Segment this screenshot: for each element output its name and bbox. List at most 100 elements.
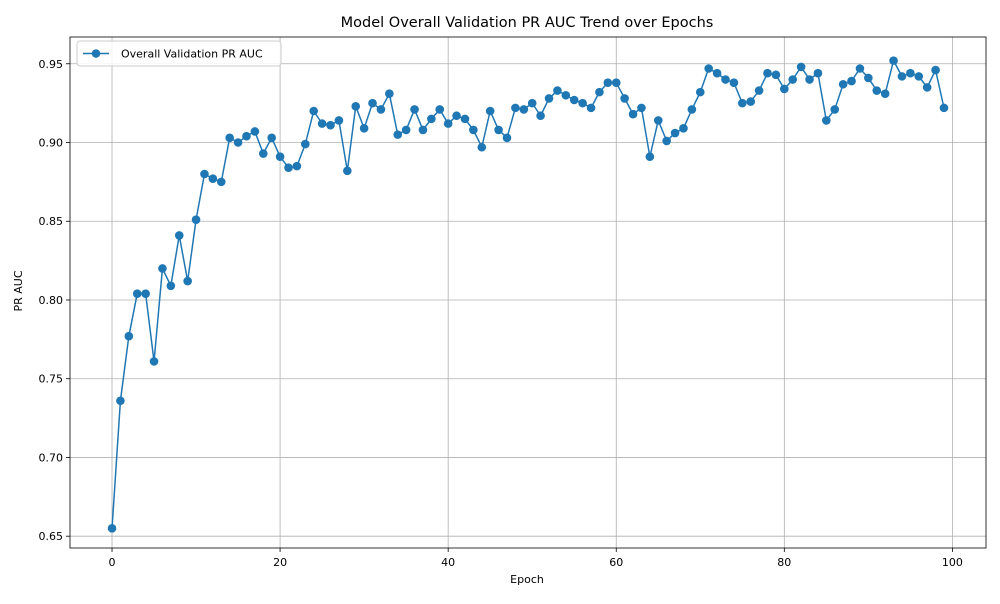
data-point [267, 133, 276, 143]
data-point [208, 174, 218, 184]
data-point [780, 84, 789, 94]
data-point [452, 111, 461, 121]
data-point [309, 106, 319, 116]
data-point [393, 130, 403, 139]
data-point [847, 76, 856, 86]
data-point [149, 357, 159, 366]
data-point [595, 87, 604, 97]
x-axis-label: Epoch [510, 573, 544, 586]
data-point [746, 97, 755, 106]
chart-title: Model Overall Validation PR AUC Trend ov… [341, 15, 714, 31]
data-point [158, 264, 167, 273]
data-point [427, 114, 436, 124]
data-point [527, 98, 537, 108]
data-point [200, 169, 209, 179]
data-point [116, 396, 125, 406]
data-point [536, 111, 545, 121]
data-point [687, 105, 697, 114]
data-point [385, 89, 394, 98]
data-point [670, 128, 680, 138]
data-point [376, 105, 386, 114]
legend: Overall Validation PR AUC [76, 40, 282, 67]
data-point [359, 124, 369, 133]
data-point [813, 68, 823, 78]
data-point [225, 133, 234, 143]
data-point [931, 65, 940, 75]
x-axis-ticks: 0 20 40 60 80 100 [109, 548, 963, 569]
data-point [805, 75, 814, 84]
y-tick-label: 0.85 [39, 215, 64, 228]
data-point [183, 276, 192, 286]
data-point [124, 331, 134, 341]
y-tick-label: 0.70 [39, 451, 64, 464]
data-point [922, 83, 932, 92]
data-point [334, 116, 344, 125]
data-point [166, 281, 176, 291]
data-point [830, 105, 840, 114]
data-point [317, 119, 327, 128]
data-point [443, 119, 453, 128]
data-point [822, 116, 831, 125]
data-point [771, 70, 781, 80]
data-point [292, 161, 302, 171]
data-point [561, 90, 571, 100]
data-point [662, 136, 671, 146]
data-point [141, 289, 150, 298]
y-tick-label: 0.75 [39, 373, 64, 386]
data-point [864, 73, 873, 83]
data-point [275, 152, 285, 161]
data-point [343, 166, 352, 176]
y-axis-label: PR AUC [12, 270, 25, 311]
data-point [897, 72, 907, 81]
data-point [637, 103, 646, 113]
data-point [906, 68, 915, 78]
data-point [578, 98, 587, 108]
data-point [914, 72, 924, 81]
data-point [250, 127, 260, 136]
data-point [569, 95, 579, 105]
data-point [872, 86, 882, 95]
data-point [435, 105, 445, 114]
data-point [553, 86, 562, 95]
data-point [544, 94, 554, 103]
axes-frame [69, 36, 987, 549]
data-point [410, 105, 419, 114]
data-point [502, 133, 512, 143]
data-point [477, 142, 487, 152]
data-point [242, 131, 251, 141]
data-point [763, 68, 772, 78]
x-tick-label: 60 [609, 556, 623, 569]
legend-label: Overall Validation PR AUC [121, 48, 263, 61]
data-point [485, 106, 495, 116]
data-point [721, 75, 730, 84]
series-line [111, 59, 945, 529]
data-point [611, 78, 621, 87]
data-point [586, 103, 596, 113]
data-point [174, 231, 184, 240]
data-point [401, 125, 411, 135]
data-point [679, 124, 688, 133]
data-point [754, 86, 764, 95]
data-point [939, 103, 949, 113]
plot-area-border [69, 36, 987, 549]
data-point [704, 64, 713, 73]
x-tick-label: 40 [441, 556, 455, 569]
data-point [838, 79, 848, 89]
data-point [796, 62, 806, 72]
data-point [107, 524, 117, 533]
data-point [695, 87, 705, 97]
data-point [645, 152, 655, 161]
data-point [628, 109, 638, 119]
data-point [494, 125, 503, 135]
data-point [729, 78, 739, 87]
grid [70, 37, 986, 548]
series-layer [107, 56, 949, 533]
legend-box [76, 40, 282, 67]
data-point [284, 163, 293, 173]
data-point [191, 215, 201, 224]
data-point [880, 89, 890, 98]
data-point [368, 98, 377, 108]
data-point [653, 116, 663, 125]
y-tick-label: 0.80 [39, 294, 64, 307]
